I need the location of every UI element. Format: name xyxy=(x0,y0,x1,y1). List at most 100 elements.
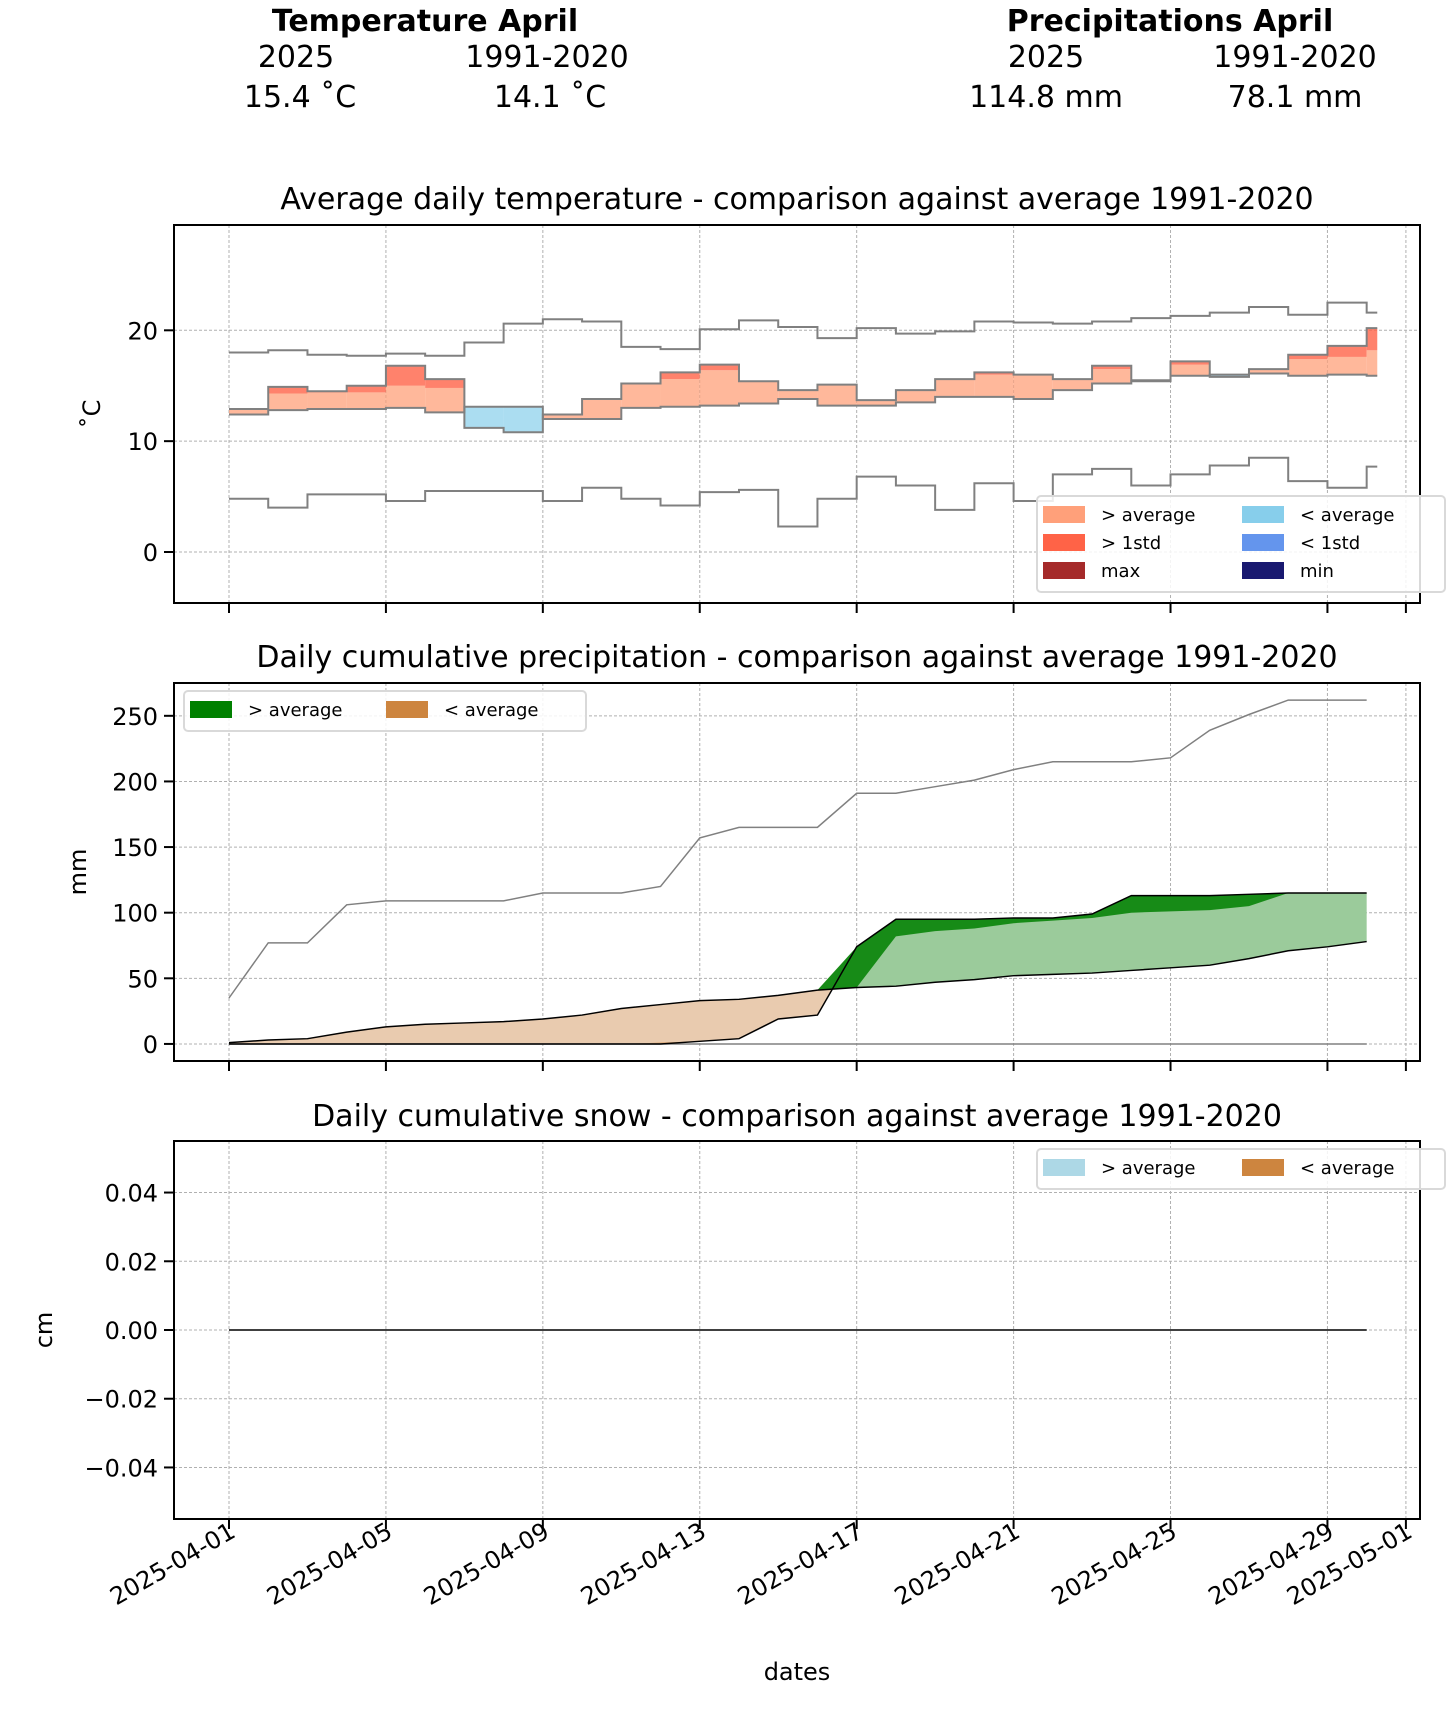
temperature-anomaly-bars xyxy=(229,328,1378,433)
above-average-bar xyxy=(974,374,1014,397)
above-average-bar xyxy=(229,409,269,415)
y-tick-label: 0 xyxy=(143,1031,158,1059)
above-average-bar xyxy=(1092,369,1132,384)
temperature-value-2025: 15.4 ˚C xyxy=(243,80,357,115)
legend-item: < 1std xyxy=(1242,533,1360,554)
above-average-bar xyxy=(1052,379,1093,391)
legend: > average < average xyxy=(183,690,587,732)
y-tick-label: 0 xyxy=(143,539,158,567)
above-average-bar xyxy=(856,400,896,406)
above-average-bar xyxy=(1013,374,1053,400)
above-average-bar xyxy=(660,379,700,407)
temperature-col-normal: 1991-2020 xyxy=(465,40,629,75)
legend-swatch xyxy=(1242,562,1284,579)
below-average-bar xyxy=(1209,374,1249,377)
above-average-bar xyxy=(582,399,622,419)
snow-y-label: cm xyxy=(30,1312,58,1349)
legend: > average < average xyxy=(1036,1148,1446,1190)
plot-frame xyxy=(173,224,1421,604)
y-tick-label: 100 xyxy=(112,900,158,928)
max-precipitation-line xyxy=(228,699,1367,999)
above-1std-bar xyxy=(660,372,700,380)
x-tick-label: 2025-04-05 xyxy=(262,1517,397,1611)
legend-swatch xyxy=(190,701,232,718)
legend-label: < average xyxy=(1300,1158,1395,1179)
snow-chart-title: Daily cumulative snow - comparison again… xyxy=(312,1099,1282,1134)
legend-label: < average xyxy=(1300,505,1395,526)
legend-label: > 1std xyxy=(1101,533,1161,554)
above-average-bar xyxy=(895,390,936,403)
above-1std-bar xyxy=(1288,354,1328,360)
temperature-col-2025: 2025 xyxy=(257,40,335,75)
legend-item: min xyxy=(1242,561,1334,582)
legend-swatch xyxy=(1242,534,1284,551)
legend-box xyxy=(1036,1148,1446,1190)
legend-label: > average xyxy=(1101,1158,1196,1179)
legend-label: max xyxy=(1101,561,1141,582)
y-tick-label: 20 xyxy=(127,317,158,345)
above-average-bar xyxy=(268,393,308,411)
legend-swatch xyxy=(1242,506,1284,523)
precipitation-col-normal: 1991-2020 xyxy=(1213,40,1377,75)
legend-item: max xyxy=(1043,561,1141,582)
legend-label: > average xyxy=(248,700,343,721)
legend-item: > average xyxy=(190,700,343,721)
above-1std-bar xyxy=(268,386,308,394)
temperature-2025-line xyxy=(229,327,1378,434)
above-average-bar xyxy=(699,370,739,406)
legend-swatch xyxy=(1043,562,1085,579)
above-1std-bar xyxy=(1170,361,1210,365)
temperature-y-label: ˚C xyxy=(78,400,106,429)
legend: > average < average > 1std < 1std max min xyxy=(1036,495,1446,593)
above-average-bar xyxy=(1366,350,1378,376)
y-tick-label: −0.02 xyxy=(84,1386,158,1414)
x-tick-label: 2025-04-01 xyxy=(105,1517,240,1611)
x-tick-label: 2025-04-17 xyxy=(733,1517,868,1611)
above-average-bar xyxy=(935,379,975,397)
temperature-chart: Average daily temperature - comparison a… xyxy=(78,182,1446,613)
above-1std-bar xyxy=(974,372,1014,375)
legend-label: < 1std xyxy=(1300,533,1360,554)
legend-label: min xyxy=(1300,561,1334,582)
temperature-summary-title: Temperature April xyxy=(271,4,579,39)
legend-label: < average xyxy=(444,700,539,721)
y-tick-label: 50 xyxy=(127,965,158,993)
y-tick-label: 250 xyxy=(112,703,158,731)
y-tick-label: 0.00 xyxy=(105,1317,158,1345)
above-average-bar xyxy=(738,381,779,404)
x-axis-label: dates xyxy=(764,1658,831,1686)
above-average-bar xyxy=(1170,364,1210,376)
legend-swatch xyxy=(1043,1159,1085,1176)
temperature-chart-title: Average daily temperature - comparison a… xyxy=(280,182,1313,217)
legend-box xyxy=(1036,495,1446,593)
legend-box xyxy=(183,690,587,732)
legend-item: < average xyxy=(1242,505,1395,526)
above-1std-bar xyxy=(1366,328,1378,351)
legend-item: > 1std xyxy=(1043,533,1161,554)
precipitation-summary-title: Precipitations April xyxy=(1006,4,1334,39)
above-average-bar xyxy=(346,392,386,410)
precipitation-col-2025: 2025 xyxy=(1007,40,1085,75)
x-tick-label: 2025-04-25 xyxy=(1047,1517,1182,1611)
snow-chart: Daily cumulative snow - comparison again… xyxy=(30,1099,1446,1686)
min-temperature-line xyxy=(229,456,1378,528)
above-1std-bar xyxy=(1327,345,1367,357)
above-average-bar xyxy=(817,384,857,406)
precipitation-2025-line xyxy=(229,892,1367,1045)
legend-swatch xyxy=(1242,1159,1284,1176)
above-average-bar xyxy=(778,390,818,400)
x-tick-label: 2025-04-13 xyxy=(576,1517,711,1611)
legend-item: > average xyxy=(1043,1158,1196,1179)
below-average-bar xyxy=(464,406,504,428)
y-tick-label: 0.02 xyxy=(105,1248,158,1276)
legend-label: > average xyxy=(1101,505,1196,526)
y-tick-label: 150 xyxy=(112,834,158,862)
below-average-area xyxy=(229,893,1367,1044)
plot-frame xyxy=(173,682,1421,1062)
y-tick-label: 0.04 xyxy=(105,1180,158,1208)
y-tick-label: −0.04 xyxy=(84,1454,158,1482)
above-average-bar xyxy=(542,414,583,419)
y-tick-label: 200 xyxy=(112,768,158,796)
plot-frame xyxy=(173,1140,1421,1520)
